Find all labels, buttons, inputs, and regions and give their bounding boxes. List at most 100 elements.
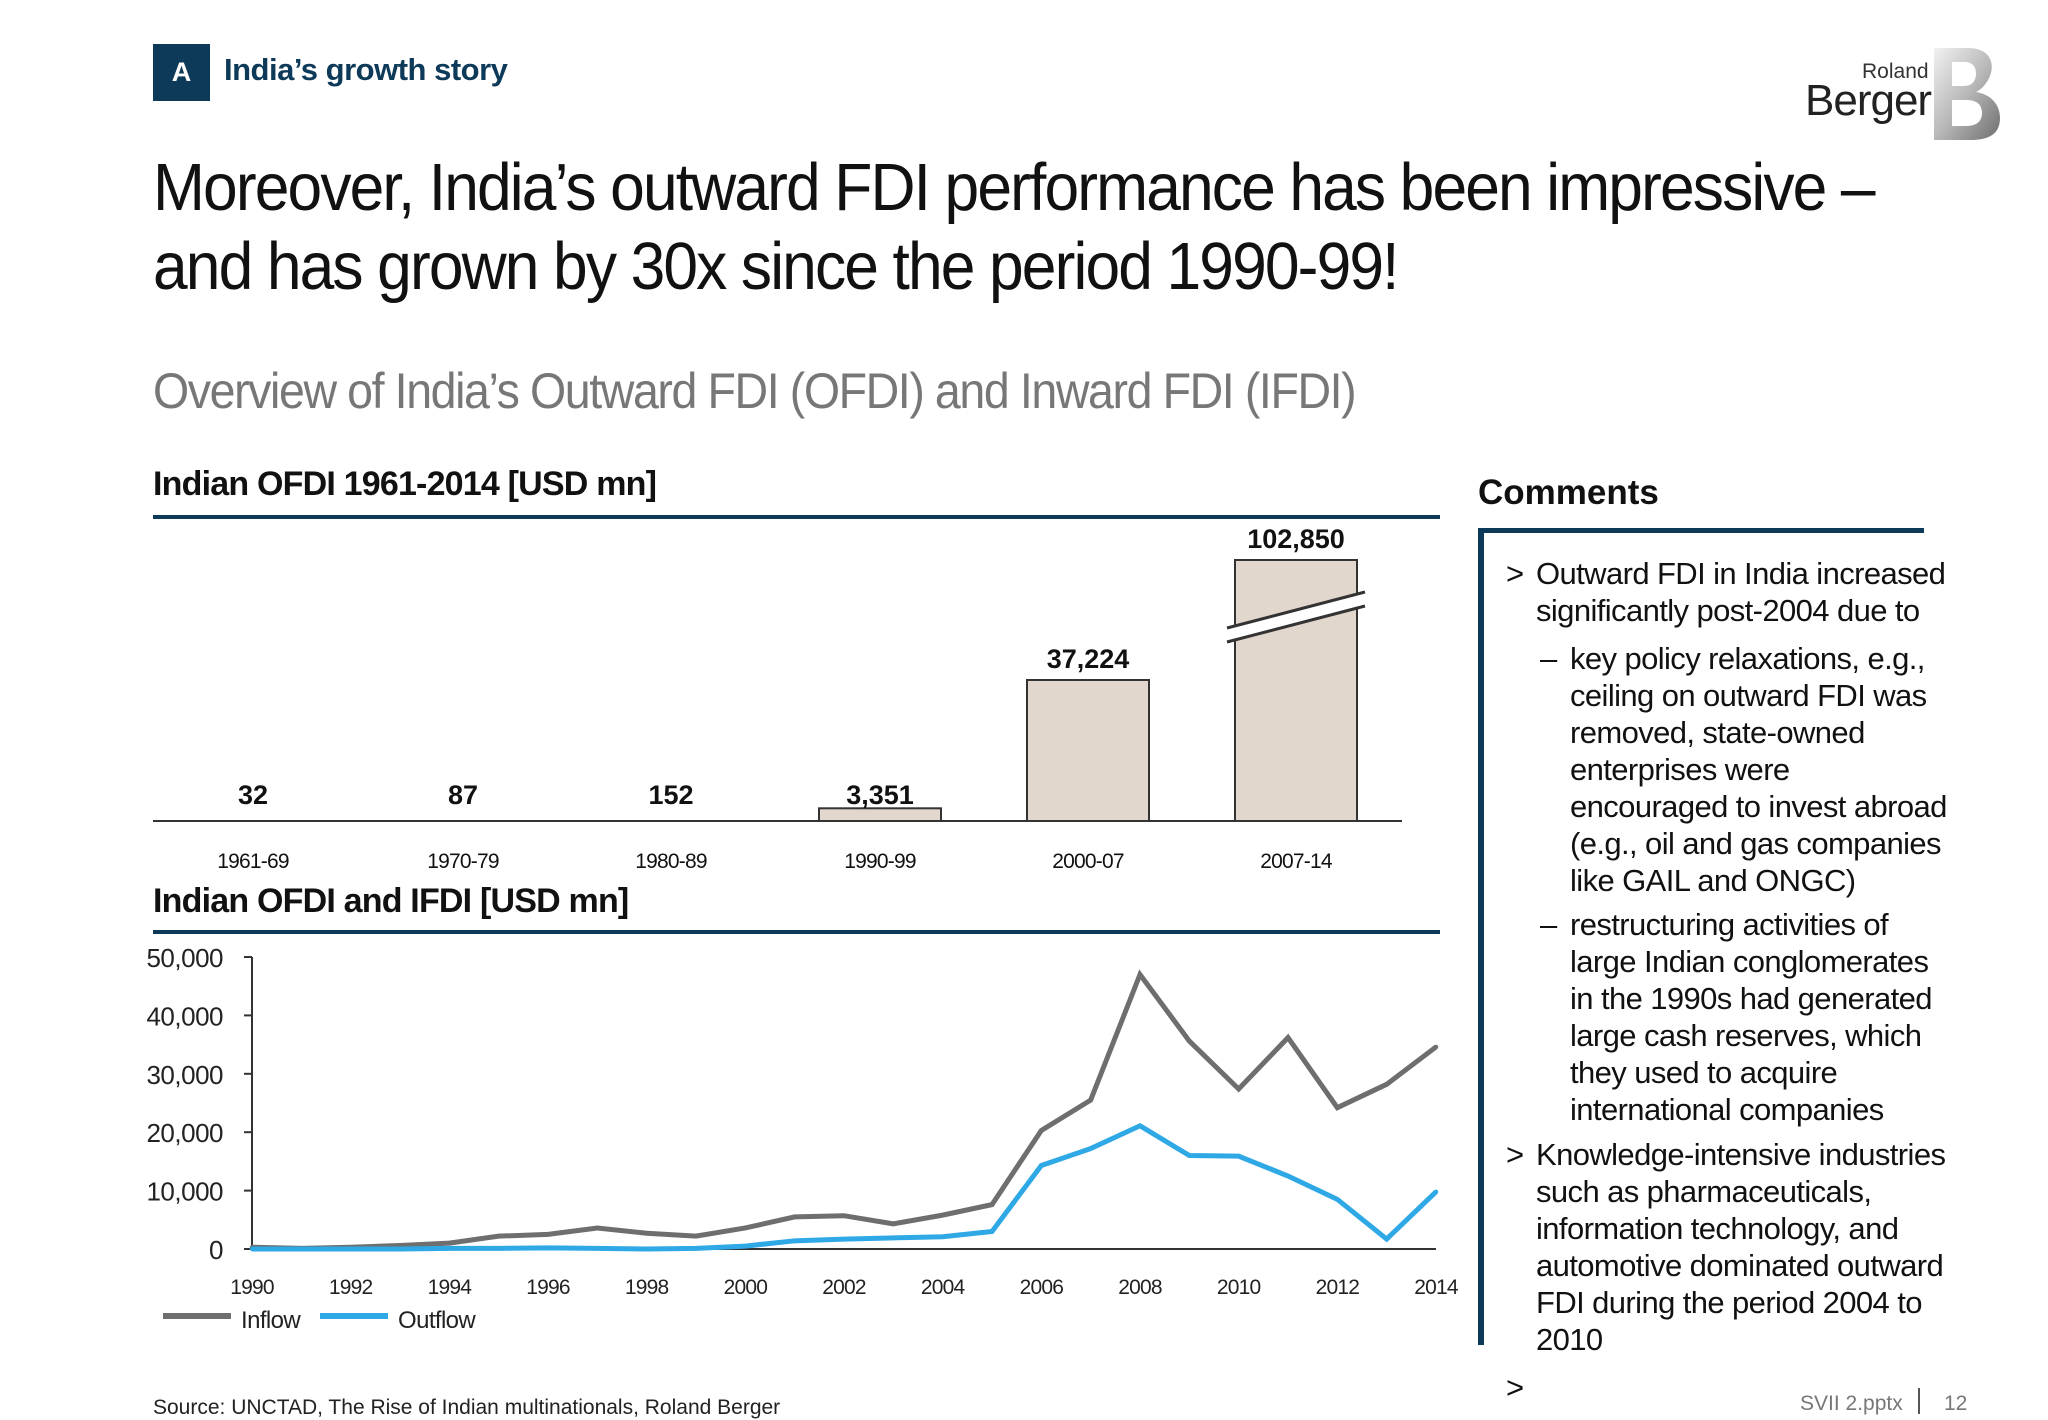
comment-line: ceiling on outward FDI was: [1570, 678, 1927, 713]
bullet-chevron-icon: >: [1506, 1370, 1524, 1405]
footer-file-name: SVII 2.pptx: [1800, 1392, 1903, 1415]
x-tick-label: 2002: [822, 1276, 866, 1299]
x-tick-label: 1998: [625, 1276, 669, 1299]
data-point-outflow: [989, 1229, 995, 1234]
data-point-inflow: [595, 1225, 600, 1231]
data-point-outflow: [940, 1234, 945, 1239]
data-point-inflow: [545, 1232, 551, 1237]
comment-item: – restructuring activities of large Indian…: [1540, 906, 1932, 1128]
bar-category-label: 1970-79: [427, 850, 499, 873]
y-tick-label: 20,000: [146, 1118, 223, 1148]
x-tick-label: 2012: [1316, 1276, 1360, 1299]
section-tag-box: A: [153, 44, 210, 101]
data-point-outflow: [693, 1246, 699, 1251]
bar-value-label: 3,351: [846, 780, 914, 810]
comment-line: significantly post-2004 due to: [1536, 593, 1920, 628]
comment-line: Outward FDI in India increased: [1536, 556, 1946, 591]
data-point-inflow: [447, 1240, 452, 1246]
comment-line: automotive dominated outward: [1536, 1248, 1944, 1283]
data-point-outflow: [743, 1243, 748, 1249]
comment-line: FDI during the period 2004 to: [1536, 1285, 1922, 1320]
x-tick-label: 2008: [1118, 1276, 1162, 1299]
roland-berger-b-logo-icon: [1934, 48, 2000, 140]
comment-line: they used to acquire: [1570, 1055, 1838, 1090]
data-point-outflow: [644, 1246, 649, 1252]
y-tick-label: 50,000: [146, 943, 223, 973]
bar-category-label: 1990-99: [844, 850, 916, 873]
data-point-outflow: [348, 1246, 353, 1252]
data-point-outflow: [1335, 1197, 1340, 1202]
series-line-outflow: [252, 1122, 1438, 1252]
y-tick-label: 30,000: [146, 1060, 223, 1090]
x-tick-label: 1990: [230, 1276, 274, 1299]
comment-line: international companies: [1570, 1092, 1884, 1127]
chart1-title: Indian OFDI 1961-2014 [USD mn]: [153, 465, 657, 503]
bar-category-label: 1980-89: [635, 850, 707, 873]
x-tick-label: 2014: [1414, 1276, 1459, 1299]
bar-category-label: 1961-69: [217, 850, 289, 873]
data-point-outflow: [1088, 1146, 1093, 1151]
data-point-outflow: [792, 1238, 797, 1244]
data-point-inflow: [1088, 1097, 1093, 1103]
comment-line: Knowledge-intensive industries: [1536, 1137, 1946, 1172]
data-point-inflow: [891, 1221, 896, 1227]
x-tick-label: 2006: [1020, 1276, 1064, 1299]
bullet-dash-icon: –: [1540, 641, 1557, 676]
logo-berger-text: Berger: [1805, 76, 1932, 125]
comment-line: key policy relaxations, e.g.,: [1570, 641, 1925, 676]
comment-line: large Indian conglomerates: [1570, 944, 1929, 979]
comment-item: – key policy relaxations, e.g., ceiling on…: [1540, 640, 1947, 899]
comment-line: 2010: [1536, 1322, 1603, 1357]
data-point-outflow: [1236, 1153, 1241, 1159]
data-point-inflow: [1039, 1128, 1044, 1133]
bar-value-label: 32: [238, 780, 268, 810]
slide-subtitle: Overview of India’s Outward FDI (OFDI) a…: [153, 363, 1357, 419]
axis-break-gap: [1227, 592, 1365, 642]
data-point-inflow: [940, 1212, 945, 1218]
data-point-outflow: [447, 1246, 452, 1251]
comments-panel: > Outward FDI in India increased significa…: [1478, 528, 1947, 1405]
bar-value-label: 102,850: [1247, 524, 1345, 554]
data-point-outflow: [595, 1246, 600, 1251]
x-tick-label: 2000: [724, 1276, 768, 1299]
data-point-outflow: [299, 1246, 304, 1252]
bar-value-label: 152: [648, 780, 693, 810]
data-point-inflow: [1236, 1086, 1241, 1092]
comment-item: > Outward FDI in India increased significa…: [1506, 555, 1946, 629]
x-tick-label: 2004: [921, 1276, 966, 1299]
chart1-title-rule: [153, 515, 1440, 519]
comment-line: information technology, and: [1536, 1211, 1899, 1246]
data-point-outflow: [1187, 1153, 1192, 1158]
bullet-chevron-icon: >: [1506, 1137, 1524, 1172]
comment-line: (e.g., oil and gas companies: [1570, 826, 1942, 861]
logo-roland-text: Roland: [1862, 60, 1929, 83]
comment-line: encouraged to invest abroad: [1570, 789, 1947, 824]
data-point-inflow: [743, 1225, 748, 1231]
data-point-inflow: [644, 1231, 649, 1236]
data-point-outflow: [1285, 1173, 1291, 1179]
data-point-inflow: [841, 1213, 847, 1218]
data-point-inflow: [1187, 1038, 1192, 1044]
bar-value-label: 37,224: [1047, 644, 1130, 674]
comment-line: in the 1990s had generated: [1570, 981, 1932, 1016]
data-point-outflow: [1039, 1163, 1044, 1168]
data-point-inflow: [496, 1233, 501, 1239]
series-line-inflow: [251, 969, 1438, 1251]
footer-page-number: 12: [1944, 1392, 1968, 1415]
data-point-inflow: [1137, 972, 1143, 977]
slide-title-line-2: and has grown by 30x since the period 19…: [153, 229, 1399, 304]
data-point-outflow: [1433, 1189, 1439, 1194]
data-point-outflow: [891, 1235, 896, 1241]
footer-separator: [1918, 1388, 1920, 1414]
y-tick-label: 10,000: [146, 1177, 223, 1207]
data-point-inflow: [1433, 1044, 1439, 1050]
bullet-dash-icon: –: [1540, 907, 1557, 942]
axis-break-line-lower: [1226, 604, 1366, 644]
comment-line: enterprises were: [1570, 752, 1790, 787]
comment-line: removed, state-owned: [1570, 715, 1865, 750]
data-point-inflow: [1384, 1082, 1389, 1087]
y-tick-label: 0: [209, 1235, 223, 1265]
x-tick-label: 1996: [526, 1276, 570, 1299]
